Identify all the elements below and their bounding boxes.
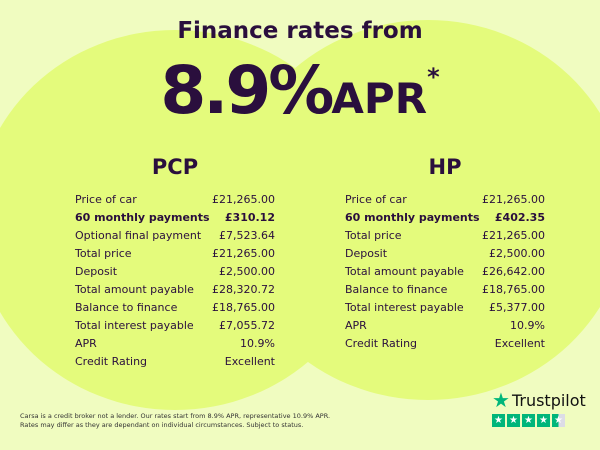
- table-row: Price of car £21,265.00: [345, 191, 545, 209]
- star-icon: ★: [492, 414, 505, 427]
- table-row: Credit Rating Excellent: [75, 353, 275, 371]
- star-icon: ★: [522, 414, 535, 427]
- rate-display: 8.9%APR*: [0, 52, 600, 129]
- table-row: Total amount payable £26,642.00: [345, 263, 545, 281]
- table-row: Total amount payable £28,320.72: [75, 281, 275, 299]
- table-row: Total price £21,265.00: [75, 245, 275, 263]
- trustpilot-name: Trustpilot: [511, 390, 586, 410]
- star-icon: ★: [537, 414, 550, 427]
- table-row: 60 monthly payments £310.12: [75, 209, 275, 227]
- disclaimer-line: Rates may differ as they are dependant o…: [20, 421, 304, 429]
- row-label: Total price: [75, 247, 132, 260]
- row-value: £7,055.72: [219, 319, 275, 332]
- row-label: Balance to finance: [345, 283, 448, 296]
- asterisk: *: [427, 63, 440, 91]
- disclaimer-line: Carsa is a credit broker not a lender. O…: [20, 412, 331, 420]
- row-label: APR: [345, 319, 367, 332]
- rating-stars: ★ ★ ★ ★ ★: [492, 414, 586, 427]
- table-row: Total price £21,265.00: [345, 227, 545, 245]
- row-value: £18,765.00: [212, 301, 275, 314]
- table-row: APR 10.9%: [75, 335, 275, 353]
- table-row: Deposit £2,500.00: [75, 263, 275, 281]
- row-label: Deposit: [345, 247, 388, 260]
- row-value: £2,500.00: [489, 247, 545, 260]
- table-row: Balance to finance £18,765.00: [345, 281, 545, 299]
- row-value: 10.9%: [510, 319, 545, 332]
- star-icon: ★: [507, 414, 520, 427]
- pcp-title: PCP: [151, 155, 199, 179]
- bg-circle-right: [228, 20, 600, 400]
- row-value: Excellent: [494, 337, 545, 350]
- row-value: £18,765.00: [482, 283, 545, 296]
- row-label: 60 monthly payments: [75, 211, 210, 224]
- table-row: Optional final payment £7,523.64: [75, 227, 275, 245]
- row-label: Total amount payable: [75, 283, 194, 296]
- row-value: £28,320.72: [212, 283, 275, 296]
- table-row: APR 10.9%: [345, 317, 545, 335]
- row-label: Optional final payment: [75, 229, 202, 242]
- pcp-table: PCP Price of car £21,265.00 60 monthly pay…: [75, 155, 275, 371]
- row-value: £26,642.00: [482, 265, 545, 278]
- row-label: Deposit: [75, 265, 118, 278]
- table-row: Total interest payable £7,055.72: [75, 317, 275, 335]
- row-label: Total price: [345, 229, 402, 242]
- table-row: Balance to finance £18,765.00: [75, 299, 275, 317]
- row-label: Price of car: [345, 193, 407, 206]
- row-value: Excellent: [224, 355, 275, 368]
- row-value: 10.9%: [240, 337, 275, 350]
- row-label: Credit Rating: [345, 337, 418, 350]
- row-label: Total interest payable: [345, 301, 464, 314]
- row-label: Credit Rating: [75, 355, 148, 368]
- table-row: Deposit £2,500.00: [345, 245, 545, 263]
- row-label: 60 monthly payments: [345, 211, 480, 224]
- trustpilot-badge[interactable]: ★ Trustpilot ★ ★ ★ ★ ★: [492, 388, 586, 427]
- row-label: APR: [75, 337, 97, 350]
- table-row: Total interest payable £5,377.00: [345, 299, 545, 317]
- half-star-icon: ★: [552, 414, 565, 427]
- headline: Finance rates from: [177, 18, 423, 44]
- row-label: Total interest payable: [75, 319, 194, 332]
- hp-table: HP Price of car £21,265.00 60 monthly paym…: [345, 155, 545, 353]
- hp-title: HP: [428, 155, 462, 179]
- row-value: £5,377.00: [489, 301, 545, 314]
- rate-unit: APR: [331, 74, 428, 123]
- star-icon: ★: [492, 388, 510, 412]
- row-label: Balance to finance: [75, 301, 178, 314]
- row-value: £2,500.00: [219, 265, 275, 278]
- rate-value: 8.9%: [160, 52, 334, 129]
- table-row: Price of car £21,265.00: [75, 191, 275, 209]
- table-row: Credit Rating Excellent: [345, 335, 545, 353]
- row-value: £310.12: [224, 211, 275, 224]
- table-row: 60 monthly payments £402.35: [345, 209, 545, 227]
- row-value: £402.35: [494, 211, 545, 224]
- row-label: Total amount payable: [345, 265, 464, 278]
- row-value: £7,523.64: [219, 229, 275, 242]
- row-value: £21,265.00: [212, 193, 275, 206]
- disclaimer: Carsa is a credit broker not a lender. O…: [20, 412, 330, 430]
- row-label: Price of car: [75, 193, 137, 206]
- row-value: £21,265.00: [212, 247, 275, 260]
- row-value: £21,265.00: [482, 229, 545, 242]
- row-value: £21,265.00: [482, 193, 545, 206]
